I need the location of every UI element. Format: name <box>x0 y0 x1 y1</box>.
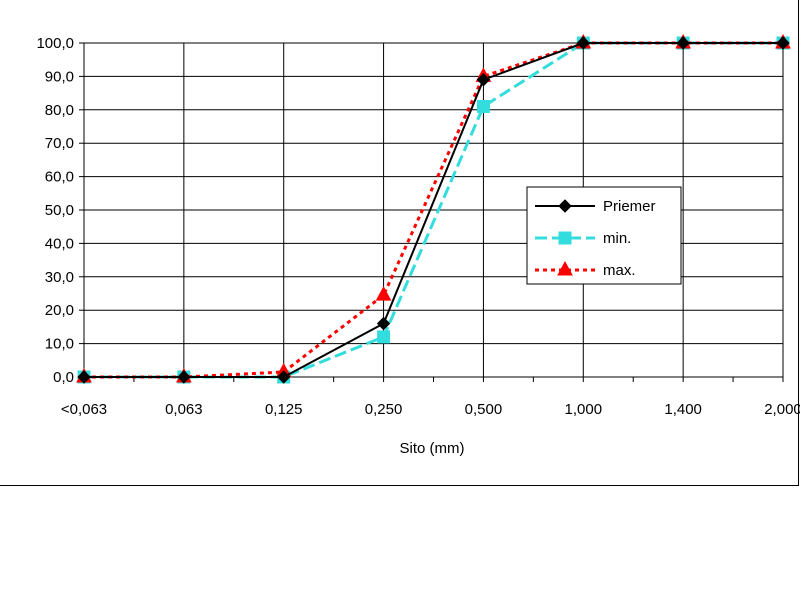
y-tick-label: 50,0 <box>45 202 74 219</box>
data-point <box>476 73 491 87</box>
y-tick-label: 40,0 <box>45 235 74 252</box>
y-tick-label: 60,0 <box>45 169 74 186</box>
data-point <box>376 316 391 331</box>
series-line <box>84 41 783 379</box>
data-point <box>377 330 391 344</box>
chart-frame <box>0 0 799 486</box>
legend-swatch-marker <box>558 231 572 245</box>
x-tick-label: 1,000 <box>565 401 603 418</box>
x-tick-label: 1,400 <box>664 401 702 418</box>
x-tick-label: 0,500 <box>465 401 503 418</box>
data-point <box>576 36 590 50</box>
x-tick-label: 2,000 <box>764 401 800 418</box>
data-point <box>375 286 392 301</box>
y-tick-label: 80,0 <box>45 102 74 119</box>
legend: Priemer min. max. <box>526 186 682 285</box>
x-tick-label: 0,125 <box>265 401 303 418</box>
legend-swatch-marker <box>558 199 572 213</box>
legend-box <box>526 186 682 285</box>
y-tick-label: 0,0 <box>53 369 74 386</box>
data-point <box>676 36 690 50</box>
legend-label: min. <box>603 230 631 247</box>
y-tick-label: 70,0 <box>45 135 74 152</box>
legend-label: max. <box>603 262 636 279</box>
y-tick-label: 10,0 <box>45 336 74 353</box>
y-axis-tick-labels: 0,0 10,0 20,0 30,0 40,0 50,0 60,0 70,0 80,0 90,0 1… <box>36 35 74 386</box>
x-tick-label: <0,063 <box>61 401 107 418</box>
legend-label: Priemer <box>603 198 656 215</box>
series-lines <box>76 33 791 384</box>
series-line <box>84 42 783 378</box>
y-tick-label: 20,0 <box>45 302 74 319</box>
y-tick-label: 100,0 <box>36 35 74 52</box>
data-point <box>476 99 490 113</box>
y-tick-label: 30,0 <box>45 269 74 286</box>
data-point <box>177 370 191 384</box>
legend-item: Priemer <box>535 198 656 215</box>
x-axis-tick-labels: <0,063 0,063 0,125 0,250 0,500 1,000 1,400 2,00… <box>61 401 800 418</box>
x-tick-label: 0,063 <box>165 401 203 418</box>
legend-item: min. <box>535 230 631 247</box>
x-tick-label: 0,250 <box>365 401 403 418</box>
y-tick-label: 90,0 <box>45 68 74 85</box>
data-point <box>277 370 291 384</box>
data-point <box>776 36 790 50</box>
x-axis-title: Sito (mm) <box>400 440 465 457</box>
legend-swatch-marker <box>557 260 573 276</box>
legend-item: max. <box>535 260 636 279</box>
data-point <box>77 370 91 384</box>
series-priemer <box>77 36 790 384</box>
